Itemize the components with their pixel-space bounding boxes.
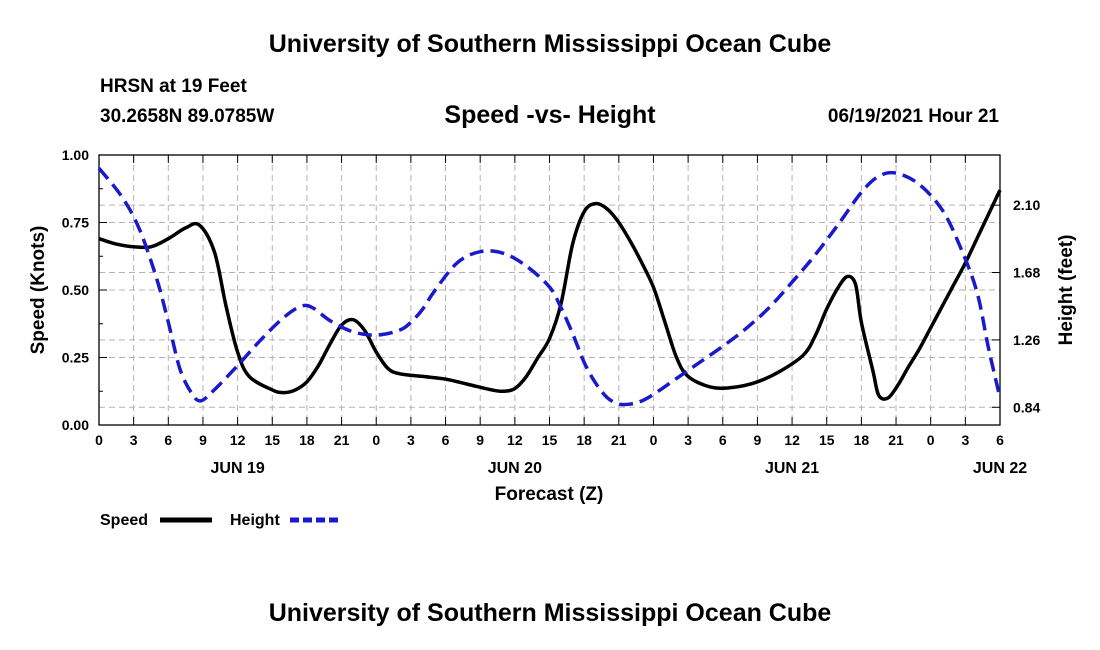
x-tick-label: 3 <box>961 432 969 448</box>
y2-tick-label: 2.10 <box>1013 197 1040 213</box>
speed-series-line <box>98 189 1002 401</box>
x-tick-label: 15 <box>264 432 280 448</box>
y-tick-label: 0.50 <box>62 282 89 298</box>
y-tick-label: 1.00 <box>62 147 89 163</box>
y-axis-title: Speed (Knots) <box>28 226 49 355</box>
x-tick-label: 0 <box>927 432 935 448</box>
x-tick-label: 18 <box>576 432 592 448</box>
chart-footer-title: University of Southern Mississippi Ocean… <box>268 599 832 627</box>
x-tick-label: 3 <box>130 432 138 448</box>
x-tick-label: 15 <box>542 432 558 448</box>
series-layer <box>97 167 1002 407</box>
legend-speed-label: Speed <box>100 512 148 529</box>
x-tick-label: 9 <box>476 432 484 448</box>
x-tick-label: 6 <box>164 432 172 448</box>
x-tick-label: 0 <box>650 432 658 448</box>
date-label: JUN 19 <box>210 460 264 477</box>
legend-height-label: Height <box>230 512 280 529</box>
axis-layer: 0 3 6 9 12 15 18 21 0 3 6 9 12 15 18 21 0 3 6 9 12 15 18 21 0 3 6 0… <box>62 147 1041 477</box>
x-tick-label: 6 <box>996 432 1004 448</box>
y2-tick-label: 1.68 <box>1013 265 1040 281</box>
plot-frame <box>98 154 1001 426</box>
station-label: HRSN at 19 Feet <box>100 76 247 97</box>
y-tick-label: 0.75 <box>62 215 89 231</box>
x-tick-label: 12 <box>230 432 246 448</box>
y-tick-label: 0.00 <box>62 417 89 433</box>
date-label: JUN 20 <box>488 460 542 477</box>
x-tick-label: 9 <box>199 432 207 448</box>
chart-subtitle: Speed -vs- Height <box>444 101 656 129</box>
x-tick-label: 0 <box>95 432 103 448</box>
label-layer: Forecast (Z) Speed (Knots) Height (feet) <box>28 226 1077 505</box>
x-tick-label: 18 <box>299 432 315 448</box>
x-tick-label: 6 <box>719 432 727 448</box>
y-tick-label: 0.25 <box>62 350 89 366</box>
x-tick-label: 21 <box>611 432 627 448</box>
y2-tick-label: 0.84 <box>1013 399 1040 415</box>
coordinates-label: 30.2658N 89.0785W <box>100 106 275 127</box>
x-tick-label: 21 <box>888 432 904 448</box>
x-tick-label: 21 <box>334 432 350 448</box>
y2-tick-label: 1.26 <box>1013 332 1040 348</box>
x-tick-label: 15 <box>819 432 835 448</box>
x-tick-label: 12 <box>507 432 523 448</box>
x-tick-label: 0 <box>372 432 380 448</box>
date-label: JUN 22 <box>973 460 1027 477</box>
y2-axis-title: Height (feet) <box>1056 235 1077 346</box>
x-tick-label: 6 <box>442 432 450 448</box>
x-tick-label: 3 <box>684 432 692 448</box>
chart-header-title: University of Southern Mississippi Ocean… <box>268 30 832 58</box>
x-tick-label: 18 <box>854 432 870 448</box>
grid-layer <box>99 155 1000 425</box>
x-axis-title: Forecast (Z) <box>495 484 604 505</box>
date-label: JUN 21 <box>765 460 819 477</box>
legend: Speed Height <box>100 512 342 529</box>
forecast-datetime: 06/19/2021 Hour 21 <box>827 106 999 127</box>
x-tick-label: 3 <box>407 432 415 448</box>
x-tick-label: 12 <box>784 432 800 448</box>
x-tick-label: 9 <box>754 432 762 448</box>
